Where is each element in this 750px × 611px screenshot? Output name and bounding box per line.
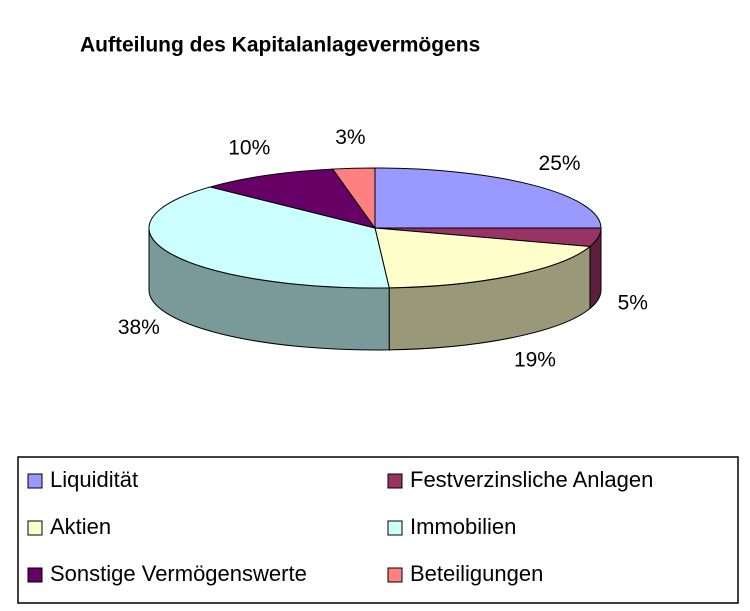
slice bbox=[331, 167, 376, 230]
legend-label: Aktien bbox=[50, 514, 111, 539]
data-label: 3% bbox=[335, 126, 365, 149]
data-label: 5% bbox=[618, 292, 648, 315]
data-label: 19% bbox=[514, 349, 556, 372]
legend-swatch bbox=[387, 567, 403, 583]
slice bbox=[148, 186, 390, 289]
legend-swatch bbox=[27, 473, 43, 489]
legend-label: Sonstige Vermögenswerte bbox=[50, 561, 307, 586]
legend-swatch bbox=[27, 520, 43, 536]
legend-label: Liquidität bbox=[50, 467, 138, 492]
legend-swatch bbox=[387, 473, 403, 489]
legend-swatch bbox=[387, 520, 403, 536]
data-label: 38% bbox=[118, 316, 160, 339]
slice bbox=[208, 168, 377, 229]
data-label: 10% bbox=[228, 137, 270, 160]
legend-box bbox=[17, 456, 739, 604]
legend-label: Festverzinsliche Anlagen bbox=[410, 467, 653, 492]
slice bbox=[374, 167, 602, 229]
legend-label: Beteiligungen bbox=[410, 561, 543, 586]
slice bbox=[374, 227, 592, 289]
data-label: 25% bbox=[539, 152, 581, 175]
legend-label: Immobilien bbox=[410, 514, 516, 539]
chart-title: Aufteilung des Kapitalanlagevermögens bbox=[80, 34, 480, 57]
legend-swatch bbox=[27, 567, 43, 583]
